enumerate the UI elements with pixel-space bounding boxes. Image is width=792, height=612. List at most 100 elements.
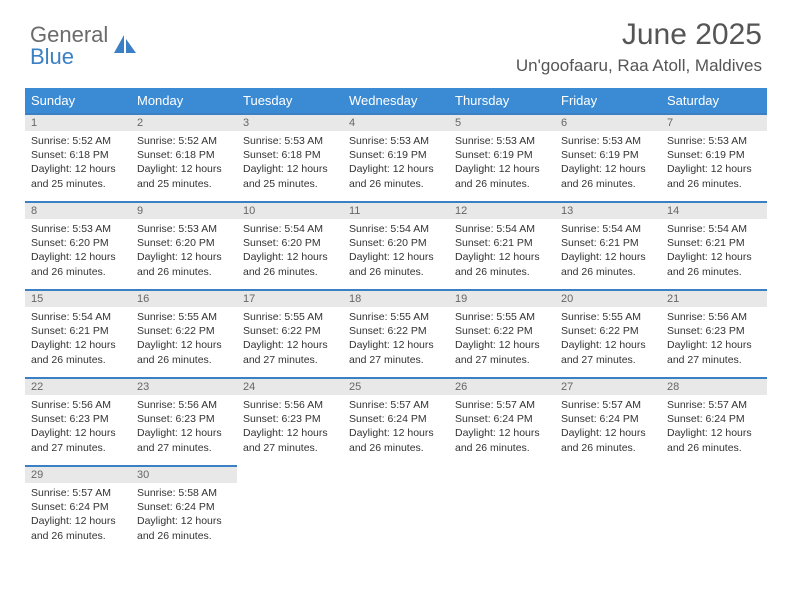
calendar-cell: 17Sunrise: 5:55 AMSunset: 6:22 PMDayligh… — [237, 290, 343, 378]
day-number: 23 — [131, 379, 237, 395]
day-number: 21 — [661, 291, 767, 307]
sunrise-line: Sunrise: 5:57 AM — [31, 486, 125, 500]
calendar-cell: 21Sunrise: 5:56 AMSunset: 6:23 PMDayligh… — [661, 290, 767, 378]
calendar-cell: 11Sunrise: 5:54 AMSunset: 6:20 PMDayligh… — [343, 202, 449, 290]
calendar-cell: 27Sunrise: 5:57 AMSunset: 6:24 PMDayligh… — [555, 378, 661, 466]
calendar-cell: 6Sunrise: 5:53 AMSunset: 6:19 PMDaylight… — [555, 114, 661, 202]
day-body: Sunrise: 5:55 AMSunset: 6:22 PMDaylight:… — [131, 307, 237, 371]
day-body: Sunrise: 5:53 AMSunset: 6:18 PMDaylight:… — [237, 131, 343, 195]
month-title: June 2025 — [516, 18, 762, 52]
calendar-week: 15Sunrise: 5:54 AMSunset: 6:21 PMDayligh… — [25, 290, 767, 378]
day-number: 29 — [25, 467, 131, 483]
sunrise-line: Sunrise: 5:54 AM — [349, 222, 443, 236]
calendar-cell: 19Sunrise: 5:55 AMSunset: 6:22 PMDayligh… — [449, 290, 555, 378]
calendar-cell: 24Sunrise: 5:56 AMSunset: 6:23 PMDayligh… — [237, 378, 343, 466]
calendar-cell — [343, 466, 449, 554]
day-body: Sunrise: 5:53 AMSunset: 6:20 PMDaylight:… — [25, 219, 131, 283]
header: General Blue June 2025 Un'goofaaru, Raa … — [0, 0, 792, 80]
day-body: Sunrise: 5:56 AMSunset: 6:23 PMDaylight:… — [25, 395, 131, 459]
sunset-line: Sunset: 6:21 PM — [455, 236, 549, 250]
day-body: Sunrise: 5:52 AMSunset: 6:18 PMDaylight:… — [131, 131, 237, 195]
sunrise-line: Sunrise: 5:53 AM — [349, 134, 443, 148]
sunrise-line: Sunrise: 5:56 AM — [31, 398, 125, 412]
daylight-line: Daylight: 12 hours and 27 minutes. — [349, 338, 443, 366]
sunset-line: Sunset: 6:24 PM — [561, 412, 655, 426]
calendar-cell — [449, 466, 555, 554]
day-number: 30 — [131, 467, 237, 483]
sunrise-line: Sunrise: 5:53 AM — [31, 222, 125, 236]
sunrise-line: Sunrise: 5:53 AM — [561, 134, 655, 148]
calendar-cell: 2Sunrise: 5:52 AMSunset: 6:18 PMDaylight… — [131, 114, 237, 202]
sunset-line: Sunset: 6:22 PM — [137, 324, 231, 338]
sunrise-line: Sunrise: 5:56 AM — [137, 398, 231, 412]
calendar-cell: 12Sunrise: 5:54 AMSunset: 6:21 PMDayligh… — [449, 202, 555, 290]
calendar-cell: 29Sunrise: 5:57 AMSunset: 6:24 PMDayligh… — [25, 466, 131, 554]
day-body: Sunrise: 5:57 AMSunset: 6:24 PMDaylight:… — [555, 395, 661, 459]
sunset-line: Sunset: 6:19 PM — [455, 148, 549, 162]
day-body: Sunrise: 5:52 AMSunset: 6:18 PMDaylight:… — [25, 131, 131, 195]
sunrise-line: Sunrise: 5:52 AM — [31, 134, 125, 148]
daylight-line: Daylight: 12 hours and 25 minutes. — [31, 162, 125, 190]
title-block: June 2025 Un'goofaaru, Raa Atoll, Maldiv… — [516, 18, 762, 76]
calendar-week: 8Sunrise: 5:53 AMSunset: 6:20 PMDaylight… — [25, 202, 767, 290]
day-body: Sunrise: 5:53 AMSunset: 6:19 PMDaylight:… — [449, 131, 555, 195]
sunrise-line: Sunrise: 5:57 AM — [561, 398, 655, 412]
calendar-cell: 28Sunrise: 5:57 AMSunset: 6:24 PMDayligh… — [661, 378, 767, 466]
calendar-cell — [555, 466, 661, 554]
sunset-line: Sunset: 6:21 PM — [31, 324, 125, 338]
daylight-line: Daylight: 12 hours and 25 minutes. — [243, 162, 337, 190]
sunrise-line: Sunrise: 5:54 AM — [561, 222, 655, 236]
day-body: Sunrise: 5:55 AMSunset: 6:22 PMDaylight:… — [555, 307, 661, 371]
day-number: 11 — [343, 203, 449, 219]
sunset-line: Sunset: 6:21 PM — [561, 236, 655, 250]
sunrise-line: Sunrise: 5:58 AM — [137, 486, 231, 500]
day-number: 9 — [131, 203, 237, 219]
day-body: Sunrise: 5:54 AMSunset: 6:21 PMDaylight:… — [555, 219, 661, 283]
day-number: 5 — [449, 115, 555, 131]
day-body: Sunrise: 5:56 AMSunset: 6:23 PMDaylight:… — [661, 307, 767, 371]
daylight-line: Daylight: 12 hours and 26 minutes. — [243, 250, 337, 278]
day-body: Sunrise: 5:57 AMSunset: 6:24 PMDaylight:… — [25, 483, 131, 547]
calendar-week: 1Sunrise: 5:52 AMSunset: 6:18 PMDaylight… — [25, 114, 767, 202]
calendar-cell — [661, 466, 767, 554]
day-body: Sunrise: 5:54 AMSunset: 6:21 PMDaylight:… — [449, 219, 555, 283]
calendar-cell: 20Sunrise: 5:55 AMSunset: 6:22 PMDayligh… — [555, 290, 661, 378]
calendar-cell: 4Sunrise: 5:53 AMSunset: 6:19 PMDaylight… — [343, 114, 449, 202]
daylight-line: Daylight: 12 hours and 26 minutes. — [667, 162, 761, 190]
day-body: Sunrise: 5:58 AMSunset: 6:24 PMDaylight:… — [131, 483, 237, 547]
sunrise-line: Sunrise: 5:55 AM — [137, 310, 231, 324]
calendar-week: 29Sunrise: 5:57 AMSunset: 6:24 PMDayligh… — [25, 466, 767, 554]
day-header: Tuesday — [237, 88, 343, 114]
calendar-cell: 16Sunrise: 5:55 AMSunset: 6:22 PMDayligh… — [131, 290, 237, 378]
calendar-cell: 3Sunrise: 5:53 AMSunset: 6:18 PMDaylight… — [237, 114, 343, 202]
sunrise-line: Sunrise: 5:52 AM — [137, 134, 231, 148]
day-number: 2 — [131, 115, 237, 131]
sunset-line: Sunset: 6:19 PM — [349, 148, 443, 162]
day-number: 14 — [661, 203, 767, 219]
sunrise-line: Sunrise: 5:57 AM — [349, 398, 443, 412]
sunrise-line: Sunrise: 5:55 AM — [561, 310, 655, 324]
sunset-line: Sunset: 6:18 PM — [137, 148, 231, 162]
daylight-line: Daylight: 12 hours and 26 minutes. — [455, 250, 549, 278]
day-body: Sunrise: 5:53 AMSunset: 6:19 PMDaylight:… — [343, 131, 449, 195]
calendar-cell: 10Sunrise: 5:54 AMSunset: 6:20 PMDayligh… — [237, 202, 343, 290]
day-number: 16 — [131, 291, 237, 307]
daylight-line: Daylight: 12 hours and 27 minutes. — [243, 338, 337, 366]
sunrise-line: Sunrise: 5:54 AM — [243, 222, 337, 236]
sunset-line: Sunset: 6:24 PM — [455, 412, 549, 426]
sunset-line: Sunset: 6:20 PM — [137, 236, 231, 250]
day-number: 7 — [661, 115, 767, 131]
calendar-head: SundayMondayTuesdayWednesdayThursdayFrid… — [25, 88, 767, 114]
sunset-line: Sunset: 6:23 PM — [667, 324, 761, 338]
sunset-line: Sunset: 6:19 PM — [561, 148, 655, 162]
sunset-line: Sunset: 6:22 PM — [349, 324, 443, 338]
calendar-cell: 1Sunrise: 5:52 AMSunset: 6:18 PMDaylight… — [25, 114, 131, 202]
day-number: 22 — [25, 379, 131, 395]
calendar-week: 22Sunrise: 5:56 AMSunset: 6:23 PMDayligh… — [25, 378, 767, 466]
daylight-line: Daylight: 12 hours and 26 minutes. — [349, 250, 443, 278]
sunrise-line: Sunrise: 5:53 AM — [137, 222, 231, 236]
day-body: Sunrise: 5:55 AMSunset: 6:22 PMDaylight:… — [237, 307, 343, 371]
daylight-line: Daylight: 12 hours and 27 minutes. — [31, 426, 125, 454]
sunrise-line: Sunrise: 5:56 AM — [667, 310, 761, 324]
day-body: Sunrise: 5:53 AMSunset: 6:19 PMDaylight:… — [661, 131, 767, 195]
